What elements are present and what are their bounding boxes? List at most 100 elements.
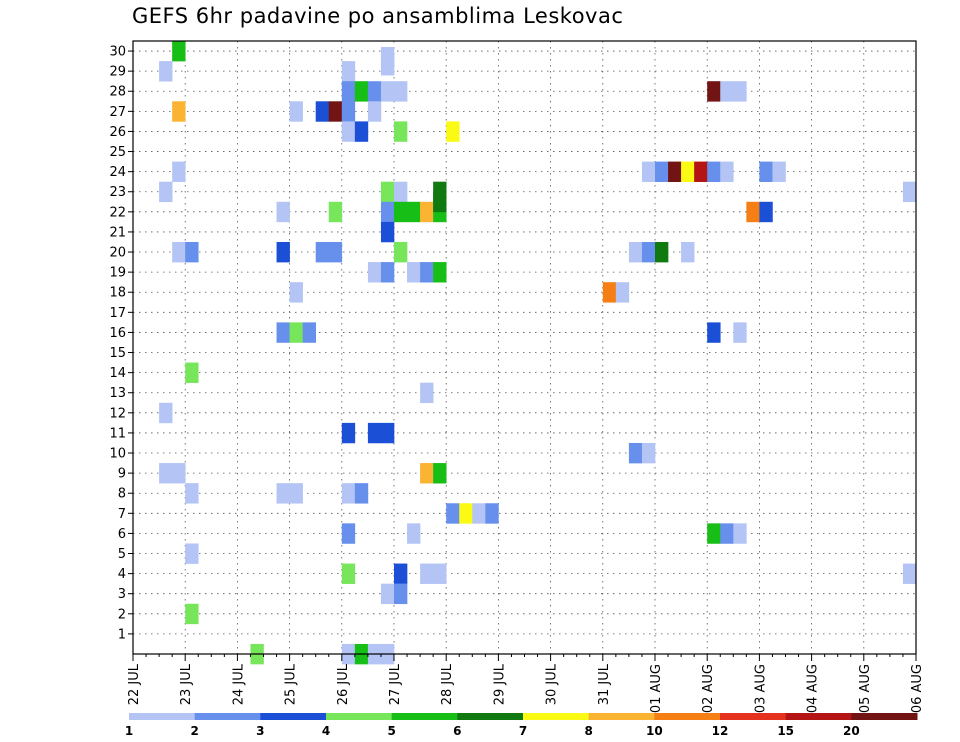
precip-cell — [407, 201, 421, 223]
y-tick-label: 19 — [109, 266, 126, 281]
precip-cell — [172, 101, 186, 122]
precip-cell — [354, 121, 369, 142]
colorbar-swatch — [523, 713, 590, 720]
precip-cell — [733, 81, 747, 102]
precip-cell — [641, 442, 656, 464]
precip-cell — [185, 603, 199, 625]
y-tick-label: 16 — [109, 326, 126, 341]
axis-ticks — [128, 50, 917, 661]
precip-cell — [394, 241, 408, 263]
precip-cell — [459, 503, 473, 524]
precip-cell — [433, 563, 447, 584]
y-tick-label: 7 — [118, 507, 126, 522]
colorbar-swatch — [588, 713, 655, 720]
colorbar-label: 15 — [777, 724, 794, 738]
precip-cell — [341, 563, 356, 584]
x-tick-label: 22 JUL — [127, 663, 142, 705]
colorbar-label: 6 — [453, 724, 461, 738]
precip-cell — [380, 181, 395, 203]
precip-cell — [380, 262, 395, 283]
x-tick-label: 31 JUL — [597, 663, 612, 705]
y-tick-label: 4 — [118, 567, 126, 582]
colorbar-label: 8 — [584, 724, 592, 738]
precip-cell — [367, 81, 382, 102]
precip-cell — [655, 161, 669, 182]
y-tick-label: 14 — [109, 366, 126, 381]
precip-cell — [159, 181, 173, 203]
colorbar-label: 4 — [322, 724, 330, 738]
precip-cell — [380, 221, 395, 243]
precip-cell — [289, 101, 303, 122]
y-tick-label: 5 — [118, 547, 126, 562]
colorbar-label: 2 — [190, 724, 198, 738]
precip-cell — [433, 463, 447, 484]
x-tick-label: 02 AUG — [701, 664, 716, 713]
precip-cell — [628, 241, 643, 263]
x-tick-label: 05 AUG — [858, 664, 873, 713]
x-tick-label: 30 JUL — [545, 663, 560, 705]
y-tick-label: 26 — [109, 125, 126, 140]
precip-cell — [328, 101, 343, 122]
precip-cell — [420, 262, 434, 283]
colorbar-label: 20 — [843, 724, 860, 738]
y-tick-label: 8 — [118, 487, 126, 502]
precip-cell — [315, 101, 330, 122]
precip-cell — [289, 322, 303, 343]
precip-cell — [407, 523, 421, 544]
x-tick-label: 24 JUL — [231, 663, 246, 705]
precip-cell — [772, 161, 786, 182]
precip-cell — [420, 563, 434, 584]
precip-cell — [472, 503, 486, 524]
precip-cell — [394, 181, 408, 203]
data-cells — [159, 41, 917, 665]
precip-cell — [341, 61, 356, 82]
precip-cell — [341, 81, 356, 102]
colorbar-swatch — [326, 713, 393, 720]
precip-cell — [902, 563, 917, 584]
precip-cell — [172, 241, 186, 263]
precip-cell — [694, 161, 708, 182]
precip-cell — [159, 402, 173, 424]
precip-cell — [172, 463, 186, 484]
colorbar-swatch — [720, 713, 787, 720]
y-tick-label: 21 — [109, 225, 126, 240]
x-tick-label: 25 JUL — [284, 663, 299, 705]
precip-cell — [628, 442, 643, 464]
precip-cell — [733, 322, 747, 343]
precip-cell — [394, 583, 408, 605]
colorbar-swatch — [260, 713, 327, 720]
precip-cell — [720, 523, 734, 544]
precip-cell — [446, 121, 460, 142]
precip-cell — [668, 161, 682, 182]
x-tick-label: 29 JUL — [492, 663, 507, 705]
y-tick-label: 20 — [109, 246, 126, 261]
colorbar-label: 1 — [125, 724, 133, 738]
precip-cell — [446, 503, 460, 524]
plot-frame — [132, 40, 917, 655]
precip-cell — [681, 161, 695, 182]
colorbar-swatch — [391, 713, 458, 720]
precip-cell — [407, 262, 421, 283]
precip-cell — [341, 121, 356, 142]
precip-cell — [172, 161, 186, 182]
precip-cell — [394, 81, 408, 102]
precip-cell — [315, 241, 330, 263]
precip-cell — [185, 543, 199, 564]
colorbar-swatch — [785, 713, 852, 720]
precip-cell — [394, 121, 408, 142]
precip-cell — [289, 282, 303, 303]
y-tick-label: 25 — [109, 145, 126, 160]
precip-cell — [641, 161, 656, 182]
x-tick-label: 26 JUL — [336, 663, 351, 705]
colorbar-label: 7 — [519, 724, 527, 738]
y-tick-label: 24 — [109, 165, 126, 180]
colorbar-swatch — [457, 713, 524, 720]
x-tick-label: 28 JUL — [440, 663, 455, 705]
precip-cell — [380, 55, 395, 76]
grid-lines — [133, 41, 916, 654]
precip-cell — [485, 503, 499, 524]
precip-cell — [733, 523, 747, 544]
x-tick-label: 01 AUG — [649, 664, 664, 713]
precip-cell — [328, 201, 343, 223]
precip-cell — [615, 282, 630, 303]
